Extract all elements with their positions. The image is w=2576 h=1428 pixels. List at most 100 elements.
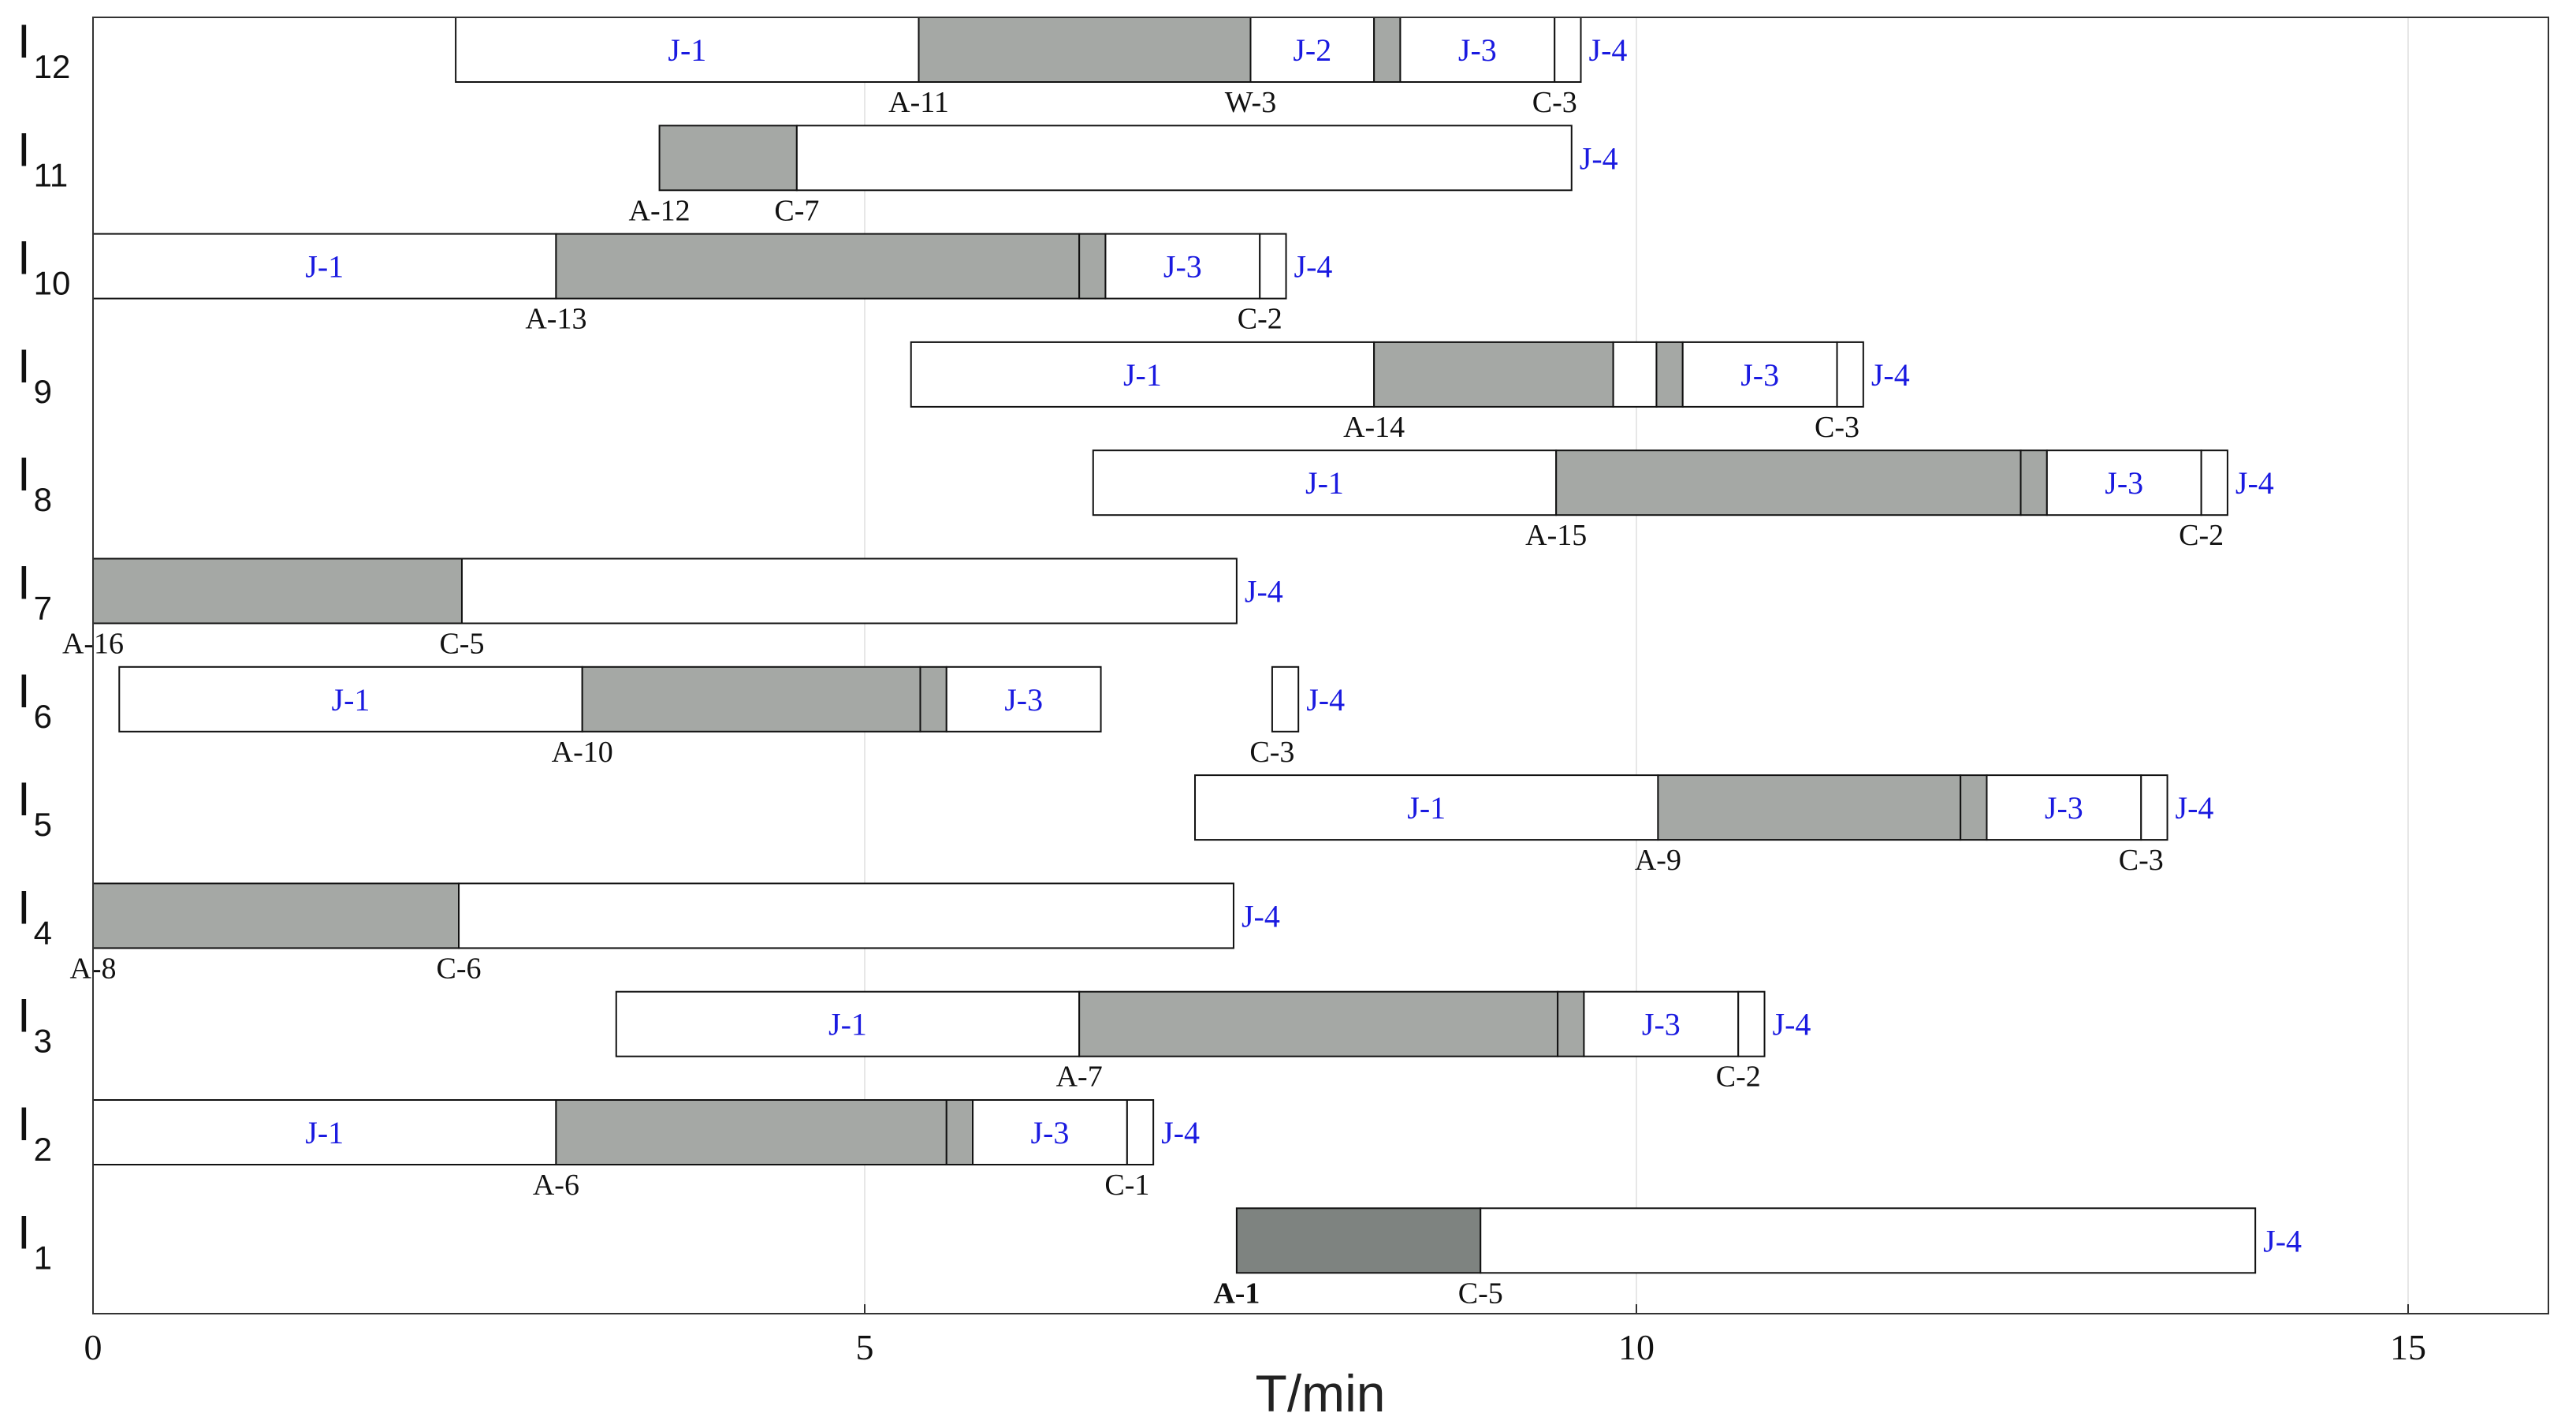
- event-label: A-7: [1056, 1061, 1103, 1094]
- bar-segment: [2140, 774, 2168, 841]
- row-label: I12: [17, 15, 70, 85]
- bar-segment: [615, 990, 1081, 1057]
- plot-frame: [92, 17, 2549, 1314]
- row-label-subscript: 9: [34, 373, 52, 410]
- segment-label: J-1: [1407, 790, 1446, 826]
- event-label: C-3: [1532, 86, 1577, 119]
- bar-segment: [1126, 1099, 1155, 1165]
- segment-label: J-3: [1740, 357, 1779, 393]
- bar-segment: [555, 1099, 947, 1165]
- event-label: A-11: [888, 86, 949, 119]
- segment-label: J-3: [1458, 32, 1497, 68]
- segment-label: J-2: [1293, 32, 1331, 68]
- bar-segment: [458, 882, 1234, 949]
- row-label-subscript: 2: [34, 1131, 52, 1168]
- end-label: J-4: [1161, 1115, 1200, 1150]
- bar-segment: [1960, 774, 1988, 841]
- segment-label: J-3: [2045, 790, 2083, 826]
- segment-label: J-3: [1642, 1007, 1681, 1042]
- event-label: C-3: [2119, 844, 2164, 877]
- row-label-main: I: [17, 881, 31, 934]
- bar-segment: [1399, 17, 1556, 83]
- row-label-subscript: 6: [34, 698, 52, 735]
- segment-label: J-3: [1031, 1115, 1070, 1150]
- row-label-subscript: 11: [34, 156, 69, 193]
- event-label: A-15: [1525, 519, 1587, 552]
- segment-label: J-1: [332, 682, 370, 718]
- event-label: C-5: [1458, 1277, 1503, 1310]
- bar-segment: [2200, 449, 2228, 516]
- end-label: J-4: [1589, 32, 1628, 68]
- row-label-main: I: [17, 773, 31, 826]
- end-label: J-4: [1580, 140, 1618, 176]
- bar-segment: [1104, 233, 1261, 300]
- bar-segment: [945, 1099, 974, 1165]
- row-label: I1: [17, 1206, 52, 1276]
- row-label: I4: [17, 881, 52, 951]
- bar-segment: [910, 341, 1375, 408]
- row-label-main: I: [17, 340, 31, 393]
- bar-segment: [1554, 17, 1582, 83]
- segment-label: J-3: [2105, 465, 2143, 501]
- event-label: A-13: [525, 303, 586, 336]
- bar-segment: [972, 1099, 1128, 1165]
- x-tick-label: 15: [2390, 1327, 2426, 1367]
- row-label-subscript: 12: [34, 48, 71, 85]
- row-label-main: I: [17, 665, 31, 718]
- end-label: J-4: [2235, 465, 2274, 501]
- bar-segment: [1194, 774, 1659, 841]
- bar-segment: [1480, 1207, 2257, 1274]
- event-label: C-7: [774, 194, 819, 227]
- event-label: C-3: [1249, 736, 1294, 769]
- segment-label: J-1: [1305, 465, 1344, 501]
- bar-segment: [1612, 341, 1658, 408]
- bar-segment: [1986, 774, 2142, 841]
- bar-segment: [92, 882, 460, 949]
- row-label: I9: [17, 340, 52, 410]
- segment-label: J-1: [305, 249, 344, 285]
- bar-segment: [1655, 341, 1684, 408]
- bar-segment: [945, 666, 1102, 733]
- event-label: C-6: [437, 952, 482, 985]
- bar-segment: [1836, 341, 1864, 408]
- row-label-subscript: 5: [34, 806, 52, 843]
- event-label: A-1: [1213, 1277, 1260, 1310]
- segment-label: J-3: [1163, 249, 1202, 285]
- event-label: A-6: [533, 1169, 579, 1202]
- x-axis: 0 5 10 15: [84, 1304, 2426, 1367]
- end-label: J-4: [1245, 574, 1283, 610]
- row-label-main: I: [17, 123, 31, 176]
- bar-segment: [1271, 666, 1300, 733]
- end-label: J-4: [2176, 790, 2214, 826]
- end-label: J-4: [1241, 898, 1280, 934]
- x-axis-title: T/min: [1256, 1364, 1386, 1422]
- segment-label: J-1: [828, 1007, 867, 1042]
- bar-segment: [1092, 449, 1558, 516]
- bar-segment: [2019, 449, 2048, 516]
- bar-labels: J-1 J-2 J-3 J-4A-11 W-3 C-3J-4A-12 C-7J-1 J-3 J-…: [62, 32, 2302, 1310]
- x-tick-label: 10: [1618, 1327, 1655, 1367]
- row-label-main: I: [17, 448, 31, 501]
- bar-segment: [1373, 341, 1614, 408]
- row-label: I6: [17, 665, 52, 735]
- row-label-main: I: [17, 232, 31, 285]
- end-label: J-4: [1871, 357, 1910, 393]
- bar-segment: [1259, 233, 1287, 300]
- bar-segment: [1583, 990, 1740, 1057]
- segment-label: J-1: [668, 32, 706, 68]
- row-label-main: I: [17, 1098, 31, 1150]
- row-label: I8: [17, 448, 52, 518]
- event-label: C-2: [2179, 519, 2224, 552]
- bar-segment: [455, 17, 920, 83]
- bar-segment: [1557, 990, 1585, 1057]
- bar-segment: [92, 557, 463, 625]
- end-label: J-4: [1306, 682, 1345, 718]
- bar-segment: [919, 666, 947, 733]
- row-label: I2: [17, 1098, 52, 1168]
- bar-segment: [92, 1099, 557, 1165]
- row-label-main: I: [17, 990, 31, 1042]
- row-label: I5: [17, 773, 52, 843]
- bar-segment: [658, 125, 798, 192]
- row-label-subscript: 7: [34, 590, 52, 627]
